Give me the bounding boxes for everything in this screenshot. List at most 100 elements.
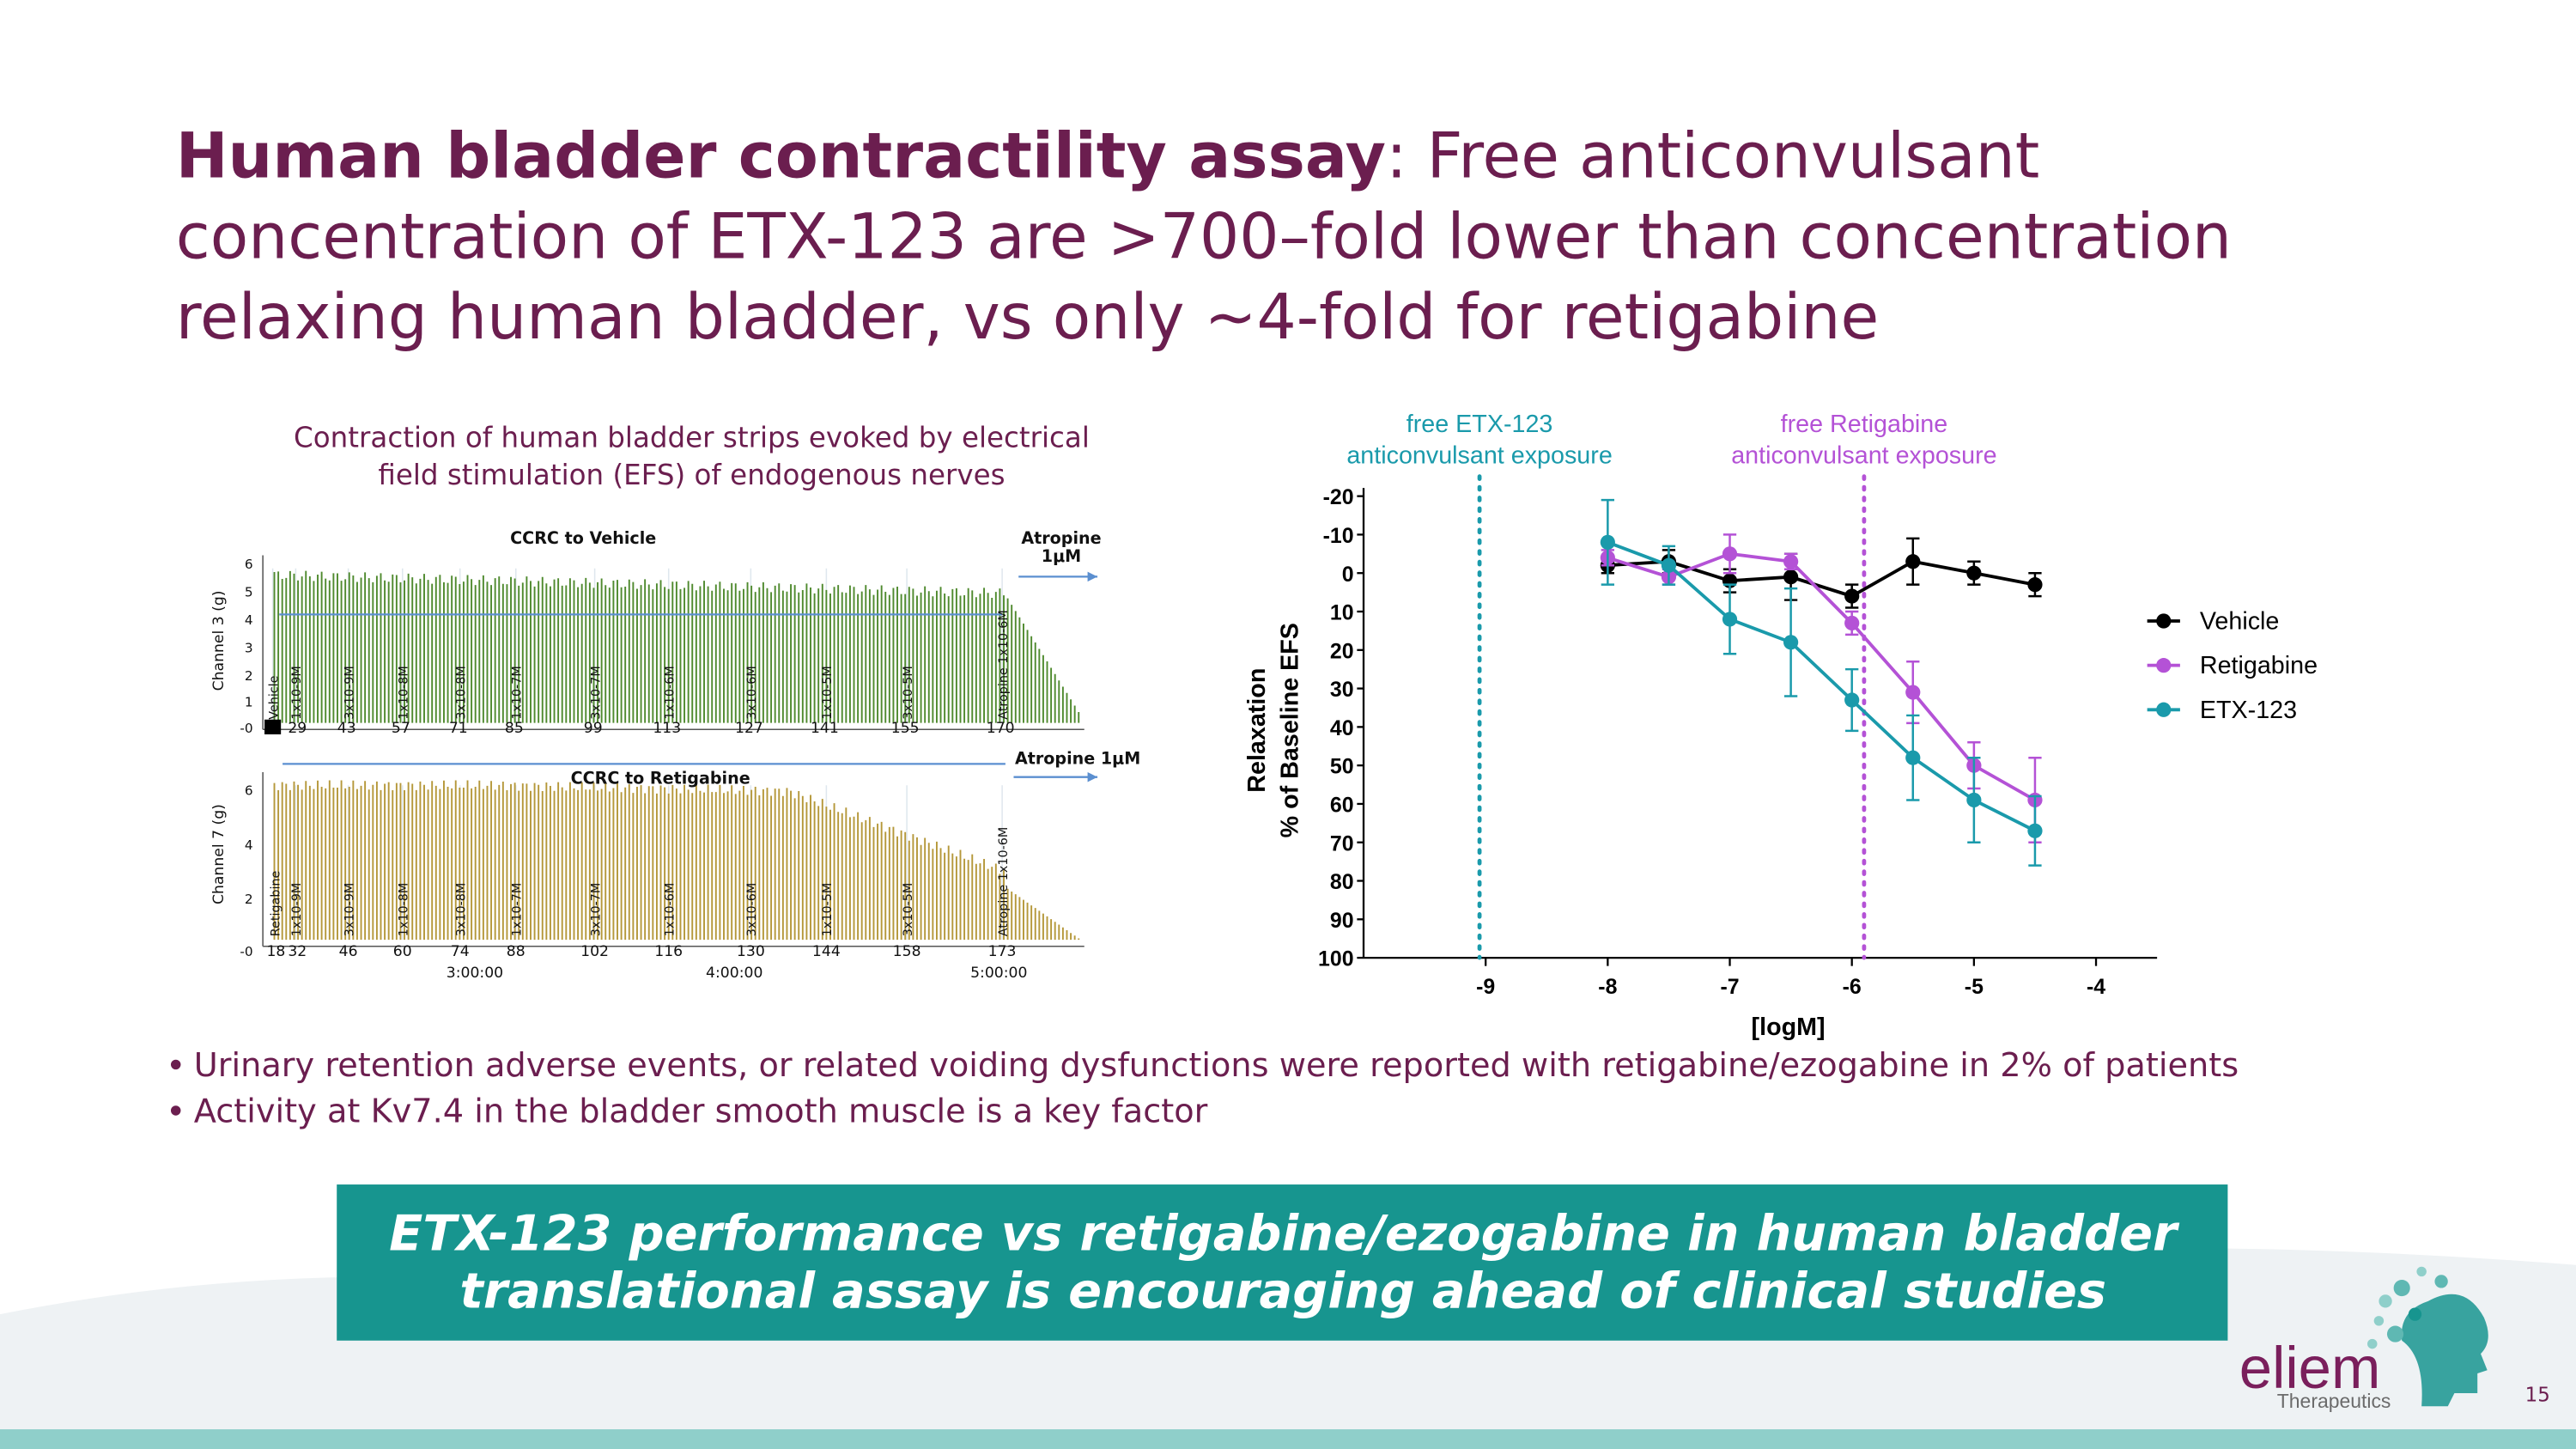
slide-title: concentration of ETX-123 are >700–fold l… — [176, 201, 2232, 273]
sweep-number: 74 — [451, 943, 470, 960]
dose-label: 3x10-5M — [902, 883, 915, 936]
logo-mark — [2367, 1266, 2488, 1407]
dose-label: 1x10-8M — [397, 666, 410, 719]
y-tick-label: 20 — [1330, 639, 1354, 663]
dose-label: Vehicle — [267, 675, 281, 719]
sweep-number: 116 — [654, 943, 683, 960]
trace-title: CCRC to Vehicle — [510, 528, 656, 548]
arrow-head — [1087, 771, 1098, 782]
dose-label: 3x10-6M — [745, 666, 759, 719]
y-tick-label: 0 — [1342, 563, 1354, 587]
sweep-number: 158 — [893, 943, 921, 960]
sweep-number: 141 — [811, 720, 839, 737]
y-tick-label: -10 — [1323, 524, 1354, 548]
sweep-number: 46 — [339, 943, 358, 960]
data-point — [1844, 588, 1860, 604]
dose-label: 3x10-9M — [343, 666, 356, 719]
trace-y-tick: 6 — [245, 783, 253, 799]
bullet-dot — [170, 1105, 181, 1116]
y-tick-label: 50 — [1330, 755, 1354, 779]
trace-y-tick: 3 — [245, 640, 253, 655]
data-point — [2027, 577, 2043, 593]
y-tick-label: 100 — [1318, 947, 1353, 971]
exposure-label: free Retigabine — [1781, 411, 1948, 438]
dose-label: 1x10-7M — [511, 883, 525, 936]
trace-y-tick: 4 — [245, 837, 253, 853]
data-point — [1722, 546, 1738, 562]
sweep-number: 60 — [393, 943, 412, 960]
x-tick-label: -7 — [1720, 975, 1739, 999]
dose-label: 1x10-6M — [663, 883, 677, 936]
trace-y-label: Channel 3 (g) — [210, 591, 228, 691]
dose-response-chart: -20 -10 0 10 20 30 40 50 60 70 80 90 100 -9 -8 -7 -6 -5 -4… — [1243, 411, 2318, 1041]
sweep-number: 71 — [449, 720, 468, 737]
trace-end-label: 1μM — [1042, 546, 1081, 566]
time-label: 3:00:00 — [447, 965, 503, 982]
x-tick-label: -5 — [1965, 975, 1984, 999]
y-tick-label: 40 — [1330, 716, 1354, 740]
data-point — [1844, 692, 1860, 708]
trace — [273, 570, 1080, 723]
time-label: 5:00:00 — [970, 965, 1027, 982]
data-point — [1661, 557, 1677, 573]
y-tick-label: 70 — [1330, 831, 1354, 855]
trace — [273, 780, 1080, 941]
sweep-number: 102 — [580, 943, 609, 960]
legend-label: Retigabine — [2200, 652, 2318, 679]
data-point — [1783, 635, 1799, 650]
sweep-number: 99 — [584, 720, 603, 737]
dose-label: 3x10-8M — [454, 883, 468, 936]
dose-label: Retigabine — [269, 870, 283, 936]
exposure-label: free ETX-123 — [1406, 411, 1553, 438]
trace-end-label: Atropine — [1021, 528, 1101, 548]
banner-text: translational assay is encouraging ahead… — [459, 1263, 2106, 1320]
series-line — [1607, 540, 2036, 832]
banner-text: ETX-123 performance vs retigabine/ezogab… — [389, 1205, 2180, 1263]
dose-label: 1x10-9M — [290, 666, 304, 719]
banner — [337, 1184, 2228, 1341]
data-point — [1722, 612, 1738, 627]
data-point — [1600, 534, 1615, 550]
trace-y-tick: 2 — [245, 668, 253, 684]
data-point — [1783, 569, 1799, 585]
y-axis-label: % of Baseline EFS — [1276, 623, 1303, 837]
trace-caption: field stimulation (EFS) of endogenous ne… — [378, 459, 1005, 491]
legend-label: Vehicle — [2200, 608, 2280, 636]
data-point — [1966, 792, 1982, 808]
vehicle-marker — [264, 719, 282, 734]
data-point — [1905, 685, 1921, 700]
trace-end-label: Atropine 1μM — [1015, 748, 1140, 768]
y-tick-label: 90 — [1330, 909, 1354, 933]
sweep-number: 57 — [392, 720, 410, 737]
y-tick-label: 30 — [1330, 678, 1354, 702]
logo-name: eliem — [2239, 1335, 2381, 1401]
sweep-number: 170 — [987, 720, 1015, 737]
sweep-number: 43 — [337, 720, 356, 737]
sweep-number: 88 — [507, 943, 526, 960]
sweep-number: 127 — [735, 720, 763, 737]
footer-band — [0, 1429, 2576, 1449]
y-tick-label: -20 — [1323, 485, 1354, 509]
trace-y-label: Channel 7 (g) — [210, 804, 228, 904]
sweep-number: 113 — [653, 720, 681, 737]
x-tick-label: -6 — [1843, 975, 1862, 999]
y-tick-label: 80 — [1330, 870, 1354, 894]
data-point — [1905, 750, 1921, 765]
dose-label: Atropine 1x10-6M — [997, 827, 1011, 936]
logo-tagline: Therapeutics — [2277, 1390, 2391, 1412]
y-tick-label: 10 — [1330, 601, 1354, 625]
dose-label: 3x10-6M — [745, 883, 759, 936]
bullet: Urinary retention adverse events, or rel… — [194, 1046, 2239, 1085]
slide-title: relaxing human bladder, vs only ~4-fold … — [176, 282, 1879, 354]
page-number: 15 — [2525, 1385, 2550, 1407]
data-point — [1905, 554, 1921, 569]
trace-caption: Contraction of human bladder strips evok… — [294, 421, 1090, 454]
data-point — [1966, 565, 1982, 581]
sweep-number: 155 — [891, 720, 920, 737]
sweep-number: 32 — [288, 943, 307, 960]
dose-label: Atropine 1x10-6M — [997, 610, 1011, 719]
dose-label: 3x10-8M — [454, 666, 468, 719]
trace-y-tick: 4 — [245, 612, 253, 628]
